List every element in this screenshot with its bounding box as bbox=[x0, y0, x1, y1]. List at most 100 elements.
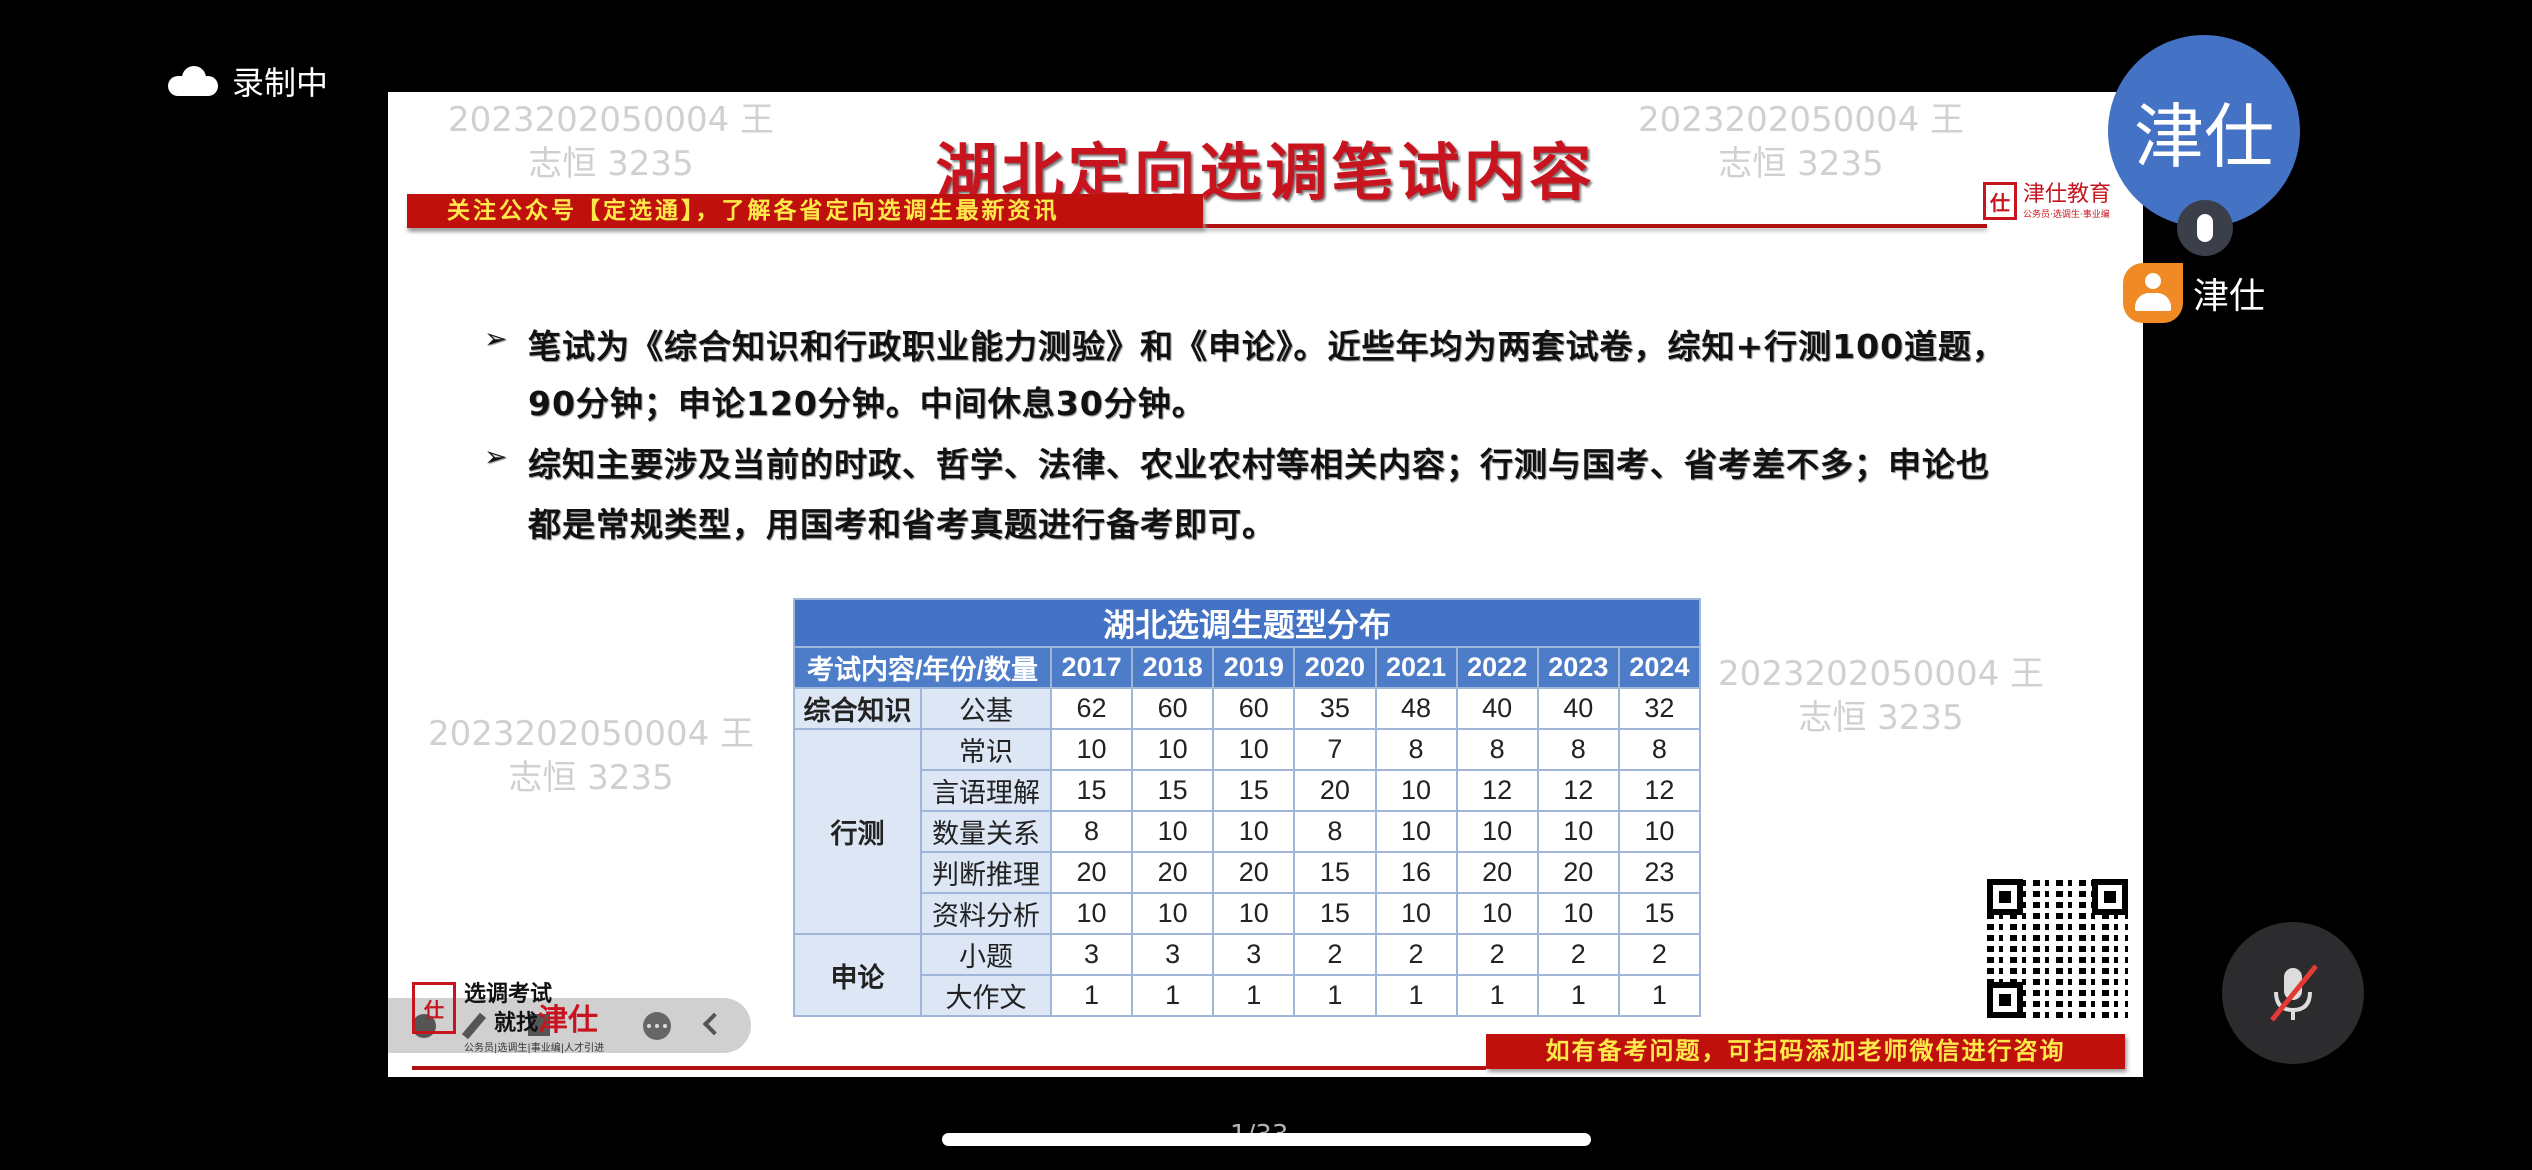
more-icon[interactable] bbox=[643, 1012, 671, 1040]
table-row: 言语理解 15 15 15 20 10 12 12 12 bbox=[794, 769, 1702, 812]
top-banner: 关注公众号【定选通】，了解各省定向选调生最新资讯 bbox=[407, 194, 1203, 228]
table-cell: 10 bbox=[1131, 810, 1215, 853]
watermark: 2023202050004 王 志恒 3235 bbox=[1638, 100, 1965, 184]
footer-banner: 如有备考问题，可扫码添加老师微信进行咨询 bbox=[1486, 1034, 2125, 1069]
group-label: 申论 bbox=[793, 933, 922, 1017]
row-label: 言语理解 bbox=[920, 769, 1052, 812]
table-cell: 10 bbox=[1049, 728, 1134, 771]
table-cell: 23 bbox=[1617, 851, 1702, 894]
logo-name: 津仕教育 bbox=[2023, 181, 2112, 207]
table-row: 资料分析 10 10 10 15 10 10 10 15 bbox=[794, 892, 1702, 935]
table-cell: 10 bbox=[1131, 892, 1215, 935]
qr-code bbox=[1983, 875, 2132, 1022]
table-cell: 2 bbox=[1293, 933, 1377, 976]
mic-off-icon bbox=[2270, 964, 2318, 1022]
year-header: 2017 bbox=[1049, 646, 1134, 689]
participant-label: 津仕 bbox=[2123, 263, 2265, 323]
table-cell: 15 bbox=[1617, 892, 1702, 935]
table-cell: 7 bbox=[1293, 728, 1377, 771]
table-row: 大作文 1 1 1 1 1 1 1 1 bbox=[794, 974, 1702, 1017]
year-header: 2022 bbox=[1455, 646, 1539, 689]
table-cell: 1 bbox=[1212, 974, 1296, 1017]
table-cell: 10 bbox=[1617, 810, 1702, 853]
table-cell: 1 bbox=[1293, 974, 1377, 1017]
presentation-slide: 2023202050004 王 志恒 3235 2023202050004 王 志… bbox=[388, 92, 2143, 1077]
mute-button[interactable] bbox=[2222, 922, 2364, 1064]
table-cell: 2 bbox=[1455, 933, 1539, 976]
group-label: 行测 bbox=[793, 728, 922, 935]
table-cell: 3 bbox=[1131, 933, 1215, 976]
table-cell: 3 bbox=[1049, 933, 1134, 976]
table-cell: 1 bbox=[1455, 974, 1539, 1017]
table-cell: 12 bbox=[1617, 769, 1702, 812]
collapse-chevron-icon[interactable] bbox=[702, 1012, 726, 1036]
cloud-icon bbox=[168, 66, 218, 96]
row-label: 大作文 bbox=[920, 974, 1052, 1017]
bullet-2: ➢ 综知主要涉及当前的时政、哲学、法律、农业农村等相关内容；行测与国考、省考差不多… bbox=[484, 438, 1990, 486]
table-cell: 20 bbox=[1293, 769, 1377, 812]
circle-tool-icon[interactable] bbox=[412, 1014, 436, 1038]
table-cell: 8 bbox=[1049, 810, 1134, 853]
year-header: 2019 bbox=[1212, 646, 1296, 689]
table-cell: 10 bbox=[1212, 892, 1296, 935]
eraser-tool-icon[interactable] bbox=[528, 1014, 550, 1036]
table-cell: 10 bbox=[1212, 810, 1296, 853]
bullet-1: ➢ 笔试为《综合知识和行政职业能力测验》和《申论》。近些年均为两套试卷，综知+行测… bbox=[484, 320, 2007, 368]
row-label: 资料分析 bbox=[920, 892, 1052, 935]
year-header: 2018 bbox=[1131, 646, 1215, 689]
microphone-icon[interactable] bbox=[2177, 200, 2233, 256]
table-cell: 15 bbox=[1049, 769, 1134, 812]
table-cell: 32 bbox=[1617, 687, 1702, 730]
bullet-line: 笔试为《综合知识和行政职业能力测验》和《申论》。近些年均为两套试卷，综知+行测1… bbox=[528, 327, 2007, 366]
annotation-toolbar[interactable] bbox=[388, 998, 751, 1053]
table-row: 综合知识 公基 62 60 60 35 48 40 40 32 bbox=[793, 687, 1702, 730]
row-label: 判断推理 bbox=[920, 851, 1052, 894]
home-indicator[interactable] bbox=[942, 1133, 1591, 1146]
table-cell: 3 bbox=[1212, 933, 1296, 976]
logo-line1: 选调考试 bbox=[464, 982, 553, 1007]
bullet-line: 都是常规类型，用国考和省考真题进行备考即可。 bbox=[528, 505, 1276, 544]
table-row: 数量关系 8 10 10 8 10 10 10 10 bbox=[794, 810, 1702, 853]
recording-label: 录制中 bbox=[232, 64, 329, 102]
table-title: 湖北选调生题型分布 bbox=[793, 598, 1701, 648]
table-cell: 12 bbox=[1455, 769, 1539, 812]
table-cell: 8 bbox=[1536, 728, 1620, 771]
table-cell: 1 bbox=[1617, 974, 1702, 1017]
table-cell: 8 bbox=[1455, 728, 1539, 771]
logo-brand: 津仕 bbox=[538, 1003, 599, 1038]
table-row: 申论 小题 3 3 3 2 2 2 2 2 bbox=[793, 933, 1702, 1017]
logo-line2: 就找 bbox=[494, 1011, 539, 1036]
table-cell: 40 bbox=[1536, 687, 1620, 730]
arrow-bullet-icon: ➢ bbox=[484, 322, 509, 355]
table-cell: 1 bbox=[1536, 974, 1620, 1017]
row-label: 常识 bbox=[920, 728, 1052, 771]
question-distribution-table: 湖北选调生题型分布 考试内容/年份/数量 2017 2018 2019 2020 2021 2… bbox=[793, 598, 1702, 1017]
table-cell: 10 bbox=[1455, 892, 1539, 935]
table-cell: 8 bbox=[1374, 728, 1458, 771]
table-cell: 20 bbox=[1049, 851, 1134, 894]
table-cell: 15 bbox=[1212, 769, 1296, 812]
table-cell: 10 bbox=[1212, 728, 1296, 771]
watermark: 2023202050004 王 志恒 3235 bbox=[428, 714, 755, 798]
table-cell: 62 bbox=[1049, 687, 1134, 730]
table-row: 行测 常识 10 10 10 7 8 8 8 8 bbox=[793, 728, 1702, 935]
table-cell: 10 bbox=[1536, 892, 1620, 935]
table-row: 判断推理 20 20 20 15 16 20 20 23 bbox=[794, 851, 1702, 894]
table-cell: 8 bbox=[1617, 728, 1702, 771]
logo-icon: 仕 bbox=[412, 982, 456, 1034]
table-cell: 15 bbox=[1131, 769, 1215, 812]
table-cell: 8 bbox=[1293, 810, 1377, 853]
row-label: 数量关系 bbox=[920, 810, 1052, 853]
table-cell: 10 bbox=[1049, 892, 1134, 935]
logo-slogan: 公务员|选调生|事业编|人才引进 bbox=[464, 1043, 605, 1054]
bullet-1-cont: 90分钟；申论120分钟。中间休息30分钟。 bbox=[528, 377, 1206, 425]
year-header: 2023 bbox=[1536, 646, 1620, 689]
table-cell: 2 bbox=[1374, 933, 1458, 976]
watermark: 2023202050004 王 志恒 3235 bbox=[448, 100, 775, 184]
table-cell: 10 bbox=[1131, 728, 1215, 771]
table-cell: 10 bbox=[1455, 810, 1539, 853]
participant-avatar[interactable]: 津仕 bbox=[2108, 35, 2300, 227]
table-cell: 12 bbox=[1536, 769, 1620, 812]
row-label: 小题 bbox=[920, 933, 1052, 976]
table-cell: 16 bbox=[1374, 851, 1458, 894]
